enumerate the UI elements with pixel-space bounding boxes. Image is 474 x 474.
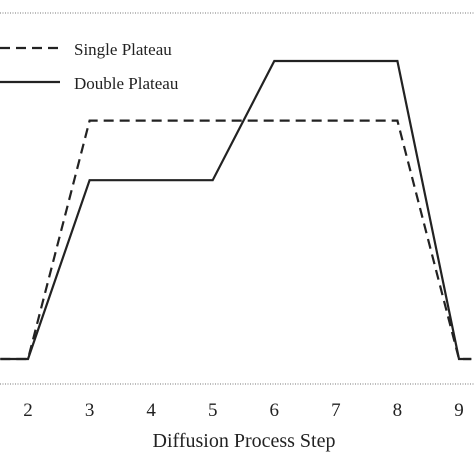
x-tick-label: 9 <box>454 400 464 421</box>
series-line-double-plateau <box>0 59 472 361</box>
x-tick-label: 5 <box>208 400 218 421</box>
x-tick-label: 3 <box>85 400 95 421</box>
x-tick-label: 7 <box>331 400 341 421</box>
legend-label-single-plateau: Single Plateau <box>74 40 172 59</box>
x-tick-layer: 2 3 4 5 6 7 8 9 <box>23 400 464 421</box>
x-tick-label: 4 <box>146 400 156 421</box>
legend: Single Plateau Double Plateau <box>0 40 179 93</box>
x-tick-label: 6 <box>270 400 280 421</box>
x-tick-label: 8 <box>393 400 403 421</box>
legend-label-double-plateau: Double Plateau <box>74 74 179 93</box>
series-layer <box>0 59 472 361</box>
x-tick-label: 2 <box>23 400 33 421</box>
series-line-single-plateau <box>0 119 472 361</box>
x-axis-label: Diffusion Process Step <box>153 430 336 452</box>
